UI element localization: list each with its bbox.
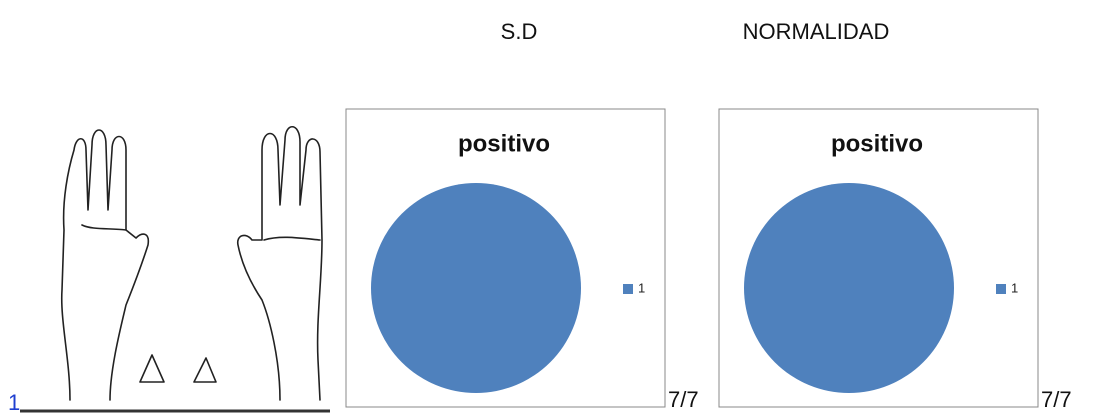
chart-title: positivo [458,130,550,157]
score: 7/7 [668,387,699,412]
legend-label: 1 [638,280,645,295]
score: 7/7 [1041,387,1072,412]
legend-label: 1 [1011,280,1018,295]
chart-title: positivo [831,130,923,157]
figure-number: 1 [8,390,20,415]
header-label: NORMALIDAD [743,19,890,44]
legend-swatch [996,284,1006,294]
legend-swatch [623,284,633,294]
pie-slice [744,183,954,393]
hand-illustration [60,125,323,401]
pie-slice [371,183,581,393]
header-label: S.D [501,19,538,44]
